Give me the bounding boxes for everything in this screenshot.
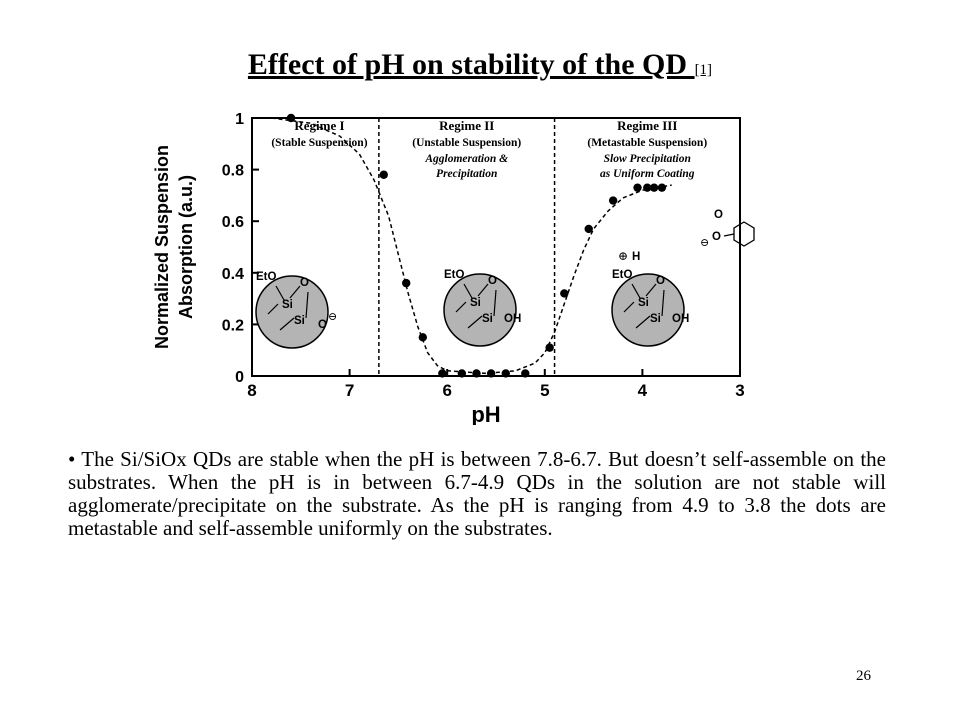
bond-line [467, 315, 483, 329]
page-number: 26 [856, 668, 871, 684]
bond-line [289, 285, 301, 299]
silicon-label: Si [482, 313, 493, 325]
data-point [418, 333, 427, 342]
silicon-label: Si [282, 299, 293, 311]
bullet-paragraph: • The Si/SiOx QDs are stable when the pH… [68, 447, 886, 540]
data-point [402, 278, 411, 288]
y-axis-label-line2: Absorption (a.u.) [176, 175, 196, 319]
bond-line [305, 291, 309, 319]
x-tick-label: 3 [735, 381, 744, 400]
regime-title: Regime I [294, 118, 344, 133]
x-tick-label: 4 [638, 381, 648, 400]
bond-line [279, 317, 295, 331]
ethoxy-label: EtO [256, 271, 277, 283]
bond-line [493, 289, 497, 317]
x-tick-label: 7 [345, 381, 354, 400]
data-point [438, 369, 447, 378]
data-point [608, 196, 618, 205]
oxygen-label: O [300, 277, 309, 289]
negative-charge-label: ⊖ [328, 311, 337, 323]
regime-title: Regime III [617, 118, 677, 133]
plot-frame [251, 117, 741, 377]
data-point [545, 343, 554, 352]
hydrogen-label: H [632, 251, 640, 263]
silicon-label: Si [470, 297, 481, 309]
data-point [379, 170, 388, 179]
regime-description: as Uniform Coating [600, 168, 695, 180]
x-tick-label: 5 [540, 381, 549, 400]
oxygen-label: O [318, 319, 327, 331]
ethoxy-label: EtO [612, 269, 633, 281]
regime-description: Precipitation [436, 168, 497, 180]
particle-sphere [255, 275, 329, 349]
fit-curve [271, 117, 672, 375]
y-tick-label: 0.6 [222, 214, 244, 231]
oxygen-label: O [714, 209, 723, 221]
x-tick-label: 6 [442, 381, 451, 400]
bond-line [477, 283, 489, 297]
particle-sphere [443, 273, 517, 347]
title-reference: [1] [694, 62, 713, 78]
y-tick-label: 0.2 [222, 317, 244, 334]
hydroxyl-label: OH [504, 313, 521, 325]
ethoxy-label: EtO [444, 269, 465, 281]
y-tick-label: 0 [235, 369, 244, 386]
data-point [457, 369, 467, 378]
bond-line [267, 303, 279, 315]
regime-title: Regime II [439, 118, 494, 133]
data-point [521, 369, 530, 378]
oxygen-label: O [656, 275, 665, 287]
y-tick-label: 1 [235, 111, 244, 128]
positive-charge-label: ⊕ [618, 249, 628, 263]
data-point [657, 183, 667, 192]
data-point [560, 289, 569, 298]
slide-title: Effect of pH on stability of the QD [1] [0, 48, 960, 82]
bond-line [463, 283, 473, 299]
regime-description: Slow Precipitation [604, 153, 691, 165]
silicon-label: Si [638, 297, 649, 309]
data-point [633, 183, 642, 192]
data-point [501, 369, 510, 378]
y-tick-label: 0.8 [222, 163, 244, 180]
bond-line [275, 285, 285, 301]
bond-line [661, 289, 665, 317]
regime-subtitle: (Metastable Suspension) [587, 137, 707, 149]
benzene-ring [733, 221, 755, 247]
data-point [486, 369, 496, 378]
x-tick-label: 8 [247, 381, 256, 400]
bond-line [631, 283, 641, 299]
data-point [472, 369, 481, 378]
hydroxyl-label: OH [672, 313, 689, 325]
data-point [286, 113, 296, 123]
bond-line [723, 233, 735, 237]
regime-subtitle: (Unstable Suspension) [412, 137, 521, 149]
negative-charge-label: ⊖ [700, 237, 709, 249]
y-tick-label: 0.4 [222, 266, 244, 283]
bond-line [623, 301, 635, 313]
x-axis-label: pH [471, 402, 500, 425]
oxygen-label: O [712, 231, 721, 243]
data-point [584, 224, 593, 234]
slide-title-text: Effect of pH on stability of the QD [247, 48, 695, 81]
silicon-label: Si [650, 313, 661, 325]
oxygen-label: O [488, 275, 497, 287]
particle-sphere [611, 273, 685, 347]
y-axis-label-line1: Normalized Suspension [152, 145, 172, 349]
silicon-label: Si [294, 315, 305, 327]
regime-subtitle: (Stable Suspension) [271, 137, 367, 149]
regime-description: Agglomeration & [424, 153, 508, 165]
data-point [649, 183, 659, 192]
bond-line [645, 283, 657, 297]
bond-line [635, 315, 651, 329]
bond-line [455, 301, 467, 313]
data-point [643, 183, 652, 192]
